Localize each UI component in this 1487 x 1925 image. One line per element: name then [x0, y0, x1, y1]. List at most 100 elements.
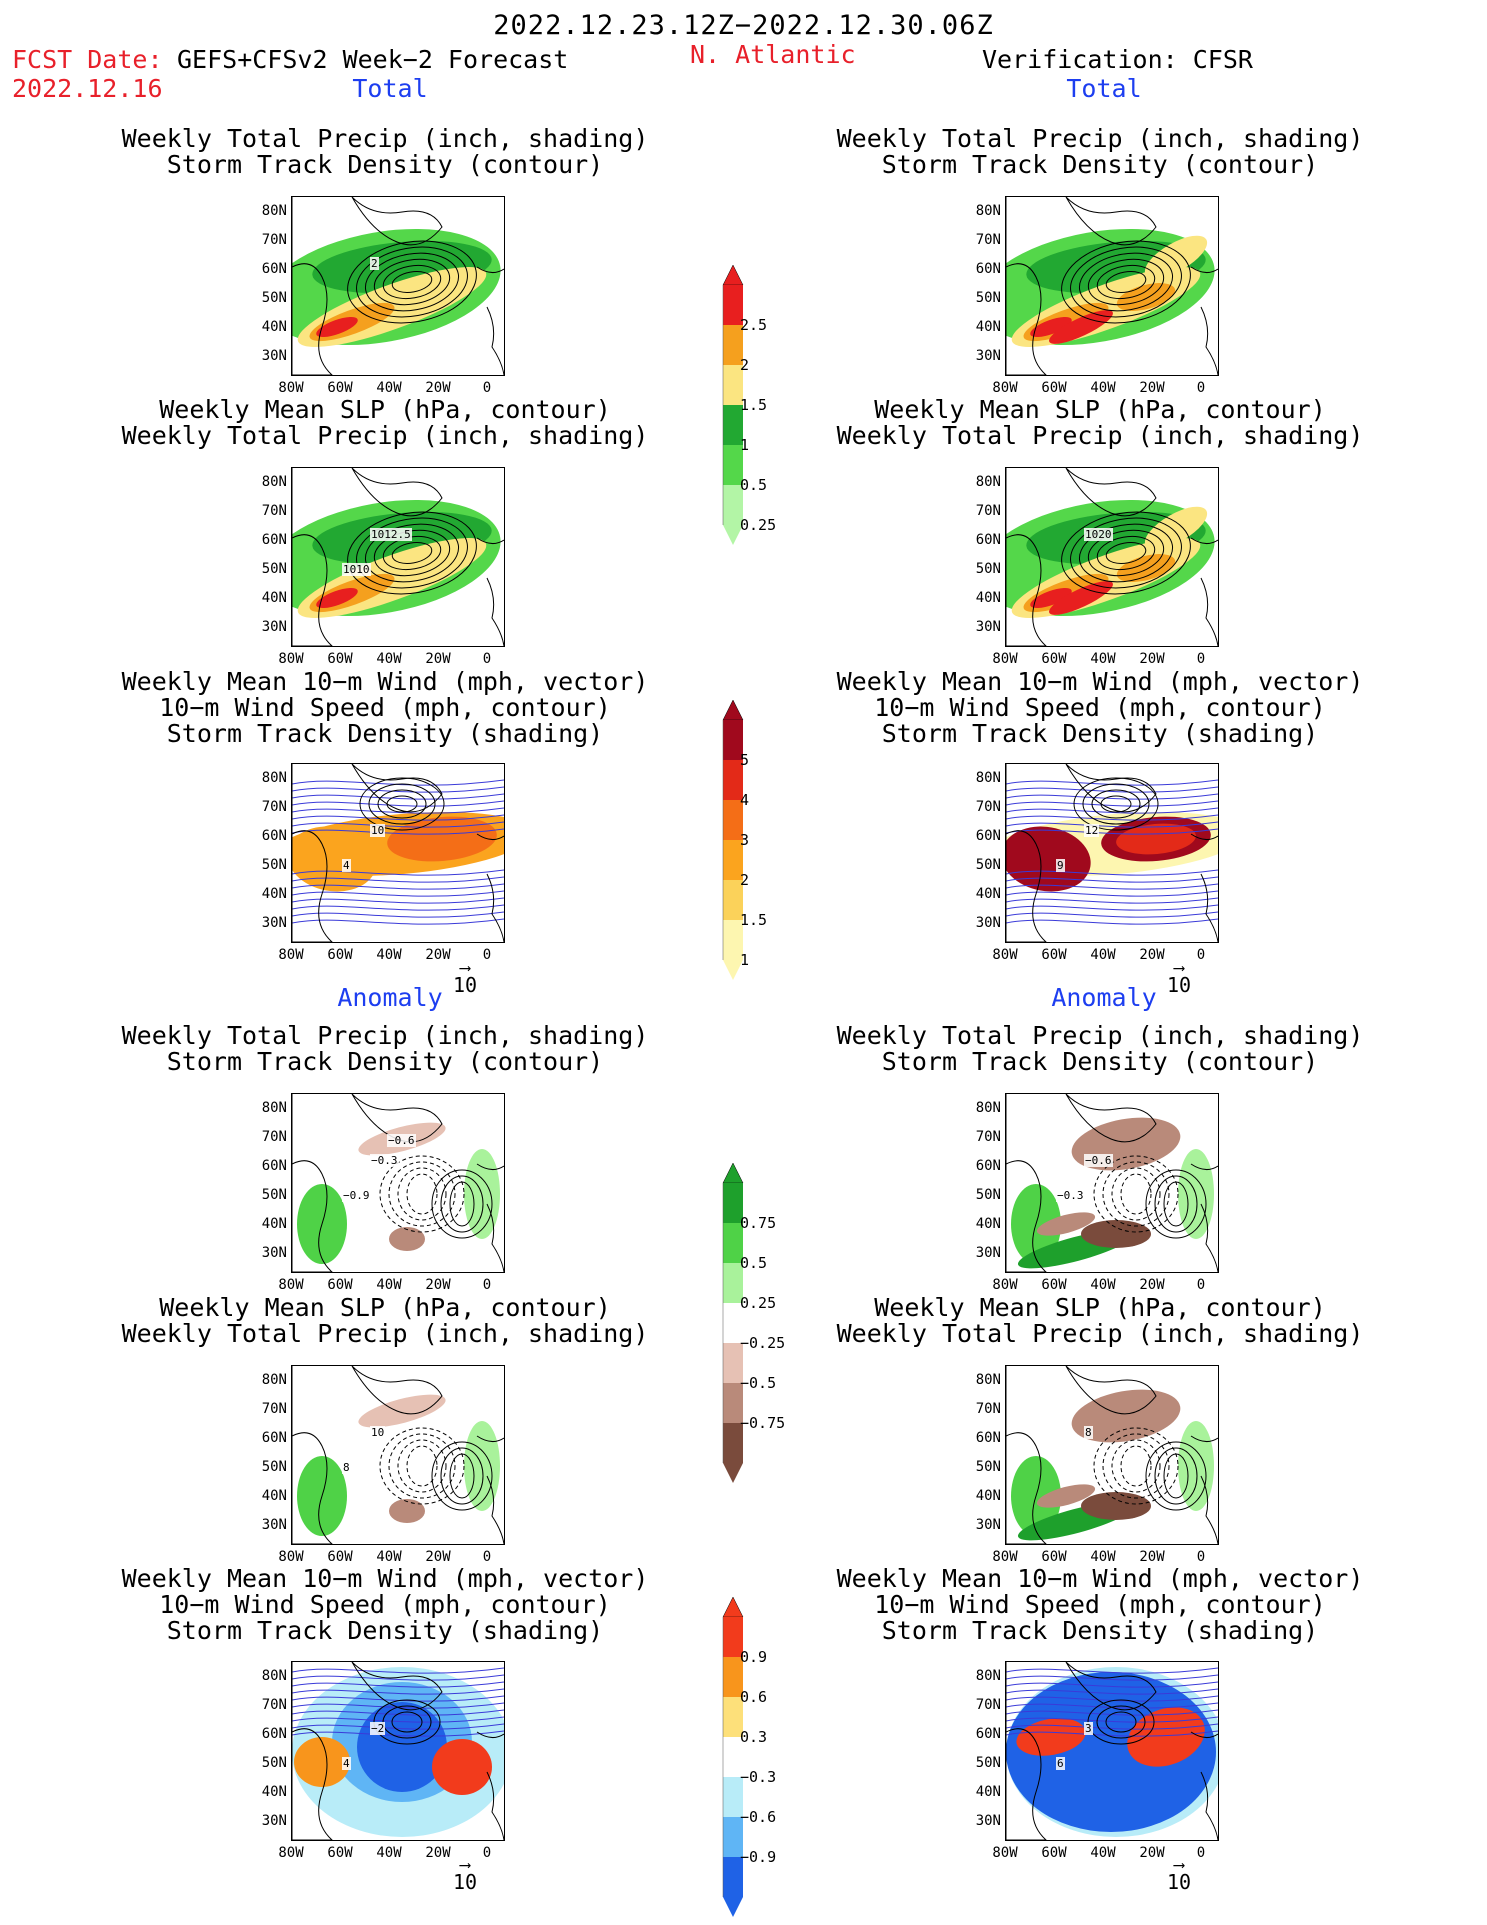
lon-tick-label: 0	[482, 947, 492, 963]
lon-tick-label: 80W	[992, 380, 1018, 396]
map-contour-label: 1010	[342, 563, 371, 576]
lon-tick-label: 40W	[1090, 1277, 1116, 1293]
map-contour-label: −0.3	[370, 1154, 399, 1167]
title-obs-slp-precip: Weekly Mean SLP (hPa, contour) Weekly To…	[836, 395, 1364, 450]
title-anom-obs-wind-track: Weekly Mean 10−m Wind (mph, vector) 10−m…	[836, 1564, 1364, 1645]
lat-tick-label: 70N	[261, 1697, 287, 1713]
colorbar-track-total: 5 4 3 2 1.5 1	[718, 700, 808, 990]
lon-tick-label: 60W	[1041, 1845, 1067, 1861]
lon-tick-label: 60W	[327, 1845, 353, 1861]
lon-tick-label: 20W	[425, 380, 451, 396]
lon-tick-label: 60W	[1041, 1277, 1067, 1293]
lon-tick-label: 20W	[425, 947, 451, 963]
colorbar-tick-label: 0.5	[740, 476, 768, 494]
title-fcst-wind-track: Weekly Mean 10−m Wind (mph, vector) 10−m…	[121, 667, 649, 748]
lon-tick-label: 40W	[1090, 380, 1116, 396]
lat-tick-label: 30N	[261, 915, 287, 931]
title-anom-fcst-precip-track: Weekly Total Precip (inch, shading) Stor…	[121, 1021, 649, 1076]
map-contour-label: 1020	[1084, 528, 1113, 541]
lat-tick-label: 30N	[261, 619, 287, 635]
lon-tick-label: 0	[482, 380, 492, 396]
lat-tick-label: 80N	[261, 1668, 287, 1684]
lat-tick-label: 70N	[261, 799, 287, 815]
lat-tick-label: 60N	[261, 1430, 287, 1446]
lon-tick-label: 0	[1196, 651, 1206, 667]
colorbar-tick-label: 0.75	[740, 1214, 777, 1232]
lon-tick-label: 80W	[278, 947, 304, 963]
map-anom-fcst-precip-track: −0.3 −0.9 −0.6	[291, 1093, 505, 1273]
vector-ref-fcst-anom: ⟶ 10	[452, 1855, 478, 1895]
fcst-date-value: 2022.12.16	[12, 74, 163, 103]
lon-tick-label: 60W	[1041, 380, 1067, 396]
colorbar-tick-label: 1.5	[740, 911, 768, 929]
fcst-date-label: FCST Date:	[12, 45, 163, 74]
lat-tick-label: 70N	[975, 503, 1001, 519]
lat-tick-label: 40N	[261, 1216, 287, 1232]
map-contour-label: −0.6	[1084, 1154, 1113, 1167]
lat-tick-label: 40N	[975, 886, 1001, 902]
map-anom-fcst-slp-precip: 10 8	[291, 1365, 505, 1545]
map-fcst-wind-track: 10 4	[291, 763, 505, 943]
section-anomaly-left: Anomaly	[337, 983, 443, 1012]
lat-tick-label: 30N	[975, 619, 1001, 635]
lon-tick-label: 40W	[376, 380, 402, 396]
lat-tick-label: 50N	[261, 1755, 287, 1771]
lat-tick-label: 50N	[975, 561, 1001, 577]
colorbar-tick-label: 0.9	[740, 1648, 768, 1666]
colorbar-tick-label: −0.6	[740, 1808, 777, 1826]
title-fcst-precip-track: Weekly Total Precip (inch, shading) Stor…	[121, 124, 649, 179]
lat-tick-label: 40N	[261, 319, 287, 335]
colorbar-tick-label: 2	[740, 871, 750, 889]
lon-tick-label: 80W	[992, 1845, 1018, 1861]
map-fcst-slp-precip: 1012.5 1010	[291, 467, 505, 647]
lat-tick-label: 70N	[975, 1129, 1001, 1145]
colorbar-tick-label: −0.5	[740, 1374, 777, 1392]
section-total-right: Total	[1066, 74, 1142, 103]
lat-tick-label: 50N	[261, 1459, 287, 1475]
lon-tick-label: 20W	[1139, 947, 1165, 963]
lon-tick-label: 80W	[278, 651, 304, 667]
lat-tick-label: 70N	[261, 1129, 287, 1145]
colorbar-tick-label: 2	[740, 356, 750, 374]
lon-tick-label: 60W	[1041, 947, 1067, 963]
lon-tick-label: 20W	[425, 1277, 451, 1293]
title-anom-obs-precip-track: Weekly Total Precip (inch, shading) Stor…	[836, 1021, 1364, 1076]
lat-tick-label: 40N	[261, 1784, 287, 1800]
map-contour-label: 4	[342, 1757, 351, 1770]
map-contour-label: −0.3	[1056, 1189, 1085, 1202]
colorbar-tick-label: −0.25	[740, 1334, 786, 1352]
lat-tick-label: 50N	[261, 857, 287, 873]
colorbar-tick-label: 1	[740, 436, 750, 454]
map-obs-slp-precip: 1020	[1005, 467, 1219, 647]
lat-tick-label: 70N	[261, 1401, 287, 1417]
map-contour-label: 9	[1056, 859, 1065, 872]
lat-tick-label: 30N	[975, 1245, 1001, 1261]
colorbar-precip-total: 2.5 2 1.5 1 0.5 0.25	[718, 265, 808, 555]
lon-tick-label: 40W	[376, 947, 402, 963]
lon-tick-label: 60W	[1041, 1549, 1067, 1565]
map-obs-precip-track	[1005, 196, 1219, 376]
lat-tick-label: 60N	[975, 1158, 1001, 1174]
map-anom-obs-slp-precip: 8	[1005, 1365, 1219, 1545]
lat-tick-label: 60N	[975, 261, 1001, 277]
colorbar-tick-label: −0.75	[740, 1414, 786, 1432]
lat-tick-label: 40N	[975, 1216, 1001, 1232]
lon-tick-label: 0	[482, 1845, 492, 1861]
vector-ref-obs-anom: ⟶ 10	[1166, 1855, 1192, 1895]
colorbar-tick-label: 5	[740, 751, 750, 769]
lat-tick-label: 60N	[261, 532, 287, 548]
colorbar-tick-label: 2.5	[740, 316, 768, 334]
lon-tick-label: 20W	[1139, 1549, 1165, 1565]
title-obs-wind-track: Weekly Mean 10−m Wind (mph, vector) 10−m…	[836, 667, 1364, 748]
lat-tick-label: 40N	[975, 1488, 1001, 1504]
lon-tick-label: 0	[1196, 947, 1206, 963]
lat-tick-label: 80N	[975, 1668, 1001, 1684]
map-contour-label: 10	[370, 1426, 386, 1439]
lon-tick-label: 80W	[278, 380, 304, 396]
colorbar-tick-label: −0.3	[740, 1768, 777, 1786]
map-contour-label: −0.9	[342, 1189, 371, 1202]
lat-tick-label: 70N	[975, 1697, 1001, 1713]
map-contour-label: 2	[370, 257, 379, 270]
lon-tick-label: 0	[1196, 1277, 1206, 1293]
lon-tick-label: 60W	[327, 380, 353, 396]
